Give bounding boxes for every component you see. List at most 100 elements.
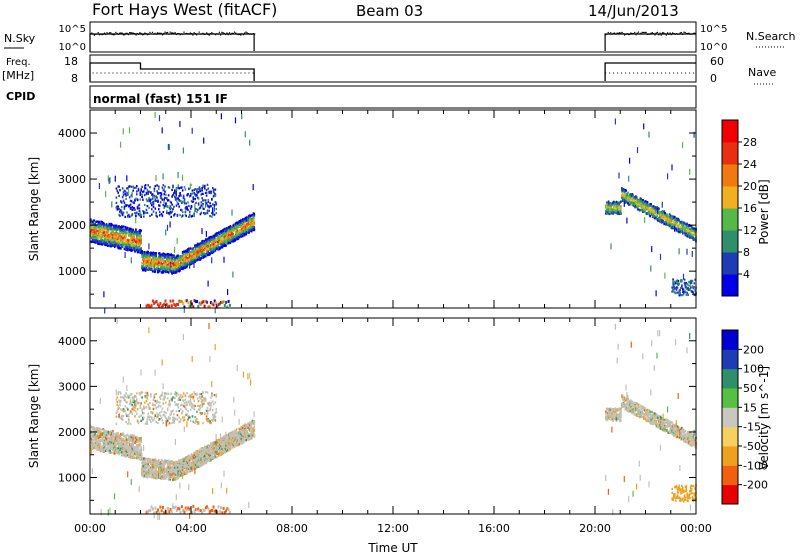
data-cell	[213, 213, 216, 216]
data-cell	[134, 242, 136, 245]
data-cell	[116, 318, 118, 325]
data-cell	[617, 208, 620, 211]
data-cell	[191, 214, 194, 217]
data-cell	[116, 226, 119, 229]
colorbar-segment	[722, 120, 738, 143]
data-cell	[90, 441, 92, 444]
data-cell	[238, 223, 241, 226]
data-cell	[177, 256, 180, 259]
power-xticks	[89, 110, 697, 308]
data-cell	[212, 190, 215, 193]
data-cell	[626, 200, 628, 203]
data-cell	[163, 193, 165, 196]
data-cell	[115, 201, 118, 204]
data-cell	[138, 232, 141, 235]
nsearch-point	[214, 34, 217, 36]
data-cell	[161, 263, 164, 266]
data-cell	[102, 231, 104, 235]
data-cell	[679, 222, 681, 225]
data-cell	[121, 187, 124, 190]
data-cell	[207, 253, 210, 256]
nsearch-point	[218, 31, 220, 33]
data-cell	[625, 199, 627, 202]
data-cell	[613, 206, 616, 209]
nsearch-point	[642, 31, 645, 34]
data-cell	[118, 194, 120, 197]
data-cell	[211, 215, 213, 218]
data-cell	[208, 248, 210, 251]
data-cell	[150, 268, 152, 271]
data-cell	[151, 193, 153, 196]
data-cell	[113, 442, 115, 445]
data-cell	[189, 247, 192, 250]
data-cell	[629, 202, 632, 205]
data-cell	[676, 279, 679, 282]
data-cell	[155, 268, 157, 271]
data-cell	[189, 214, 191, 217]
data-cell	[632, 201, 635, 204]
data-cell	[113, 233, 115, 236]
data-cell	[240, 228, 242, 231]
nsearch-point	[150, 33, 152, 35]
data-cell	[182, 196, 185, 200]
data-cell	[90, 447, 92, 450]
data-cell	[126, 204, 128, 207]
nsearch-point	[625, 33, 627, 35]
data-cell	[228, 303, 231, 307]
data-cell	[107, 175, 109, 182]
data-cell	[687, 227, 689, 230]
data-cell	[113, 224, 115, 227]
data-cell	[102, 441, 104, 444]
data-cell	[174, 247, 176, 253]
data-cell	[204, 184, 206, 187]
data-cell	[220, 232, 223, 235]
data-cell	[682, 294, 684, 297]
data-cell	[94, 435, 96, 439]
data-cell	[140, 234, 142, 238]
data-cell	[116, 245, 119, 248]
data-cell	[651, 213, 653, 216]
data-cell	[219, 237, 221, 240]
data-cell	[128, 185, 130, 188]
data-cell	[155, 263, 157, 266]
nsearch-point	[136, 32, 138, 35]
data-cell	[152, 205, 155, 208]
data-cell	[615, 210, 618, 213]
data-cell	[158, 259, 161, 262]
data-cell	[211, 248, 213, 251]
data-cell	[194, 198, 196, 201]
nsearch-point	[180, 33, 183, 35]
data-cell	[98, 233, 101, 236]
data-cell	[104, 234, 106, 237]
nsky-tick-high: 10^5	[59, 24, 86, 35]
nsearch-point	[170, 32, 172, 34]
data-cell	[216, 234, 218, 237]
data-cell	[115, 449, 118, 452]
colorbar-tick-label: 20	[743, 180, 757, 193]
data-cell	[102, 222, 104, 225]
data-cell	[152, 210, 155, 213]
data-cell	[216, 237, 218, 240]
data-cell	[117, 450, 119, 453]
data-cell	[94, 437, 96, 440]
data-cell	[113, 446, 115, 449]
data-cell	[115, 432, 118, 435]
data-cell	[652, 205, 655, 208]
data-cell	[686, 222, 688, 225]
data-cell	[664, 211, 666, 215]
nsearch-point	[679, 32, 681, 34]
data-cell	[116, 205, 119, 208]
data-cell	[125, 234, 127, 237]
data-cell	[151, 261, 153, 264]
data-cell	[665, 223, 667, 226]
data-cell	[174, 267, 177, 270]
data-cell	[690, 281, 693, 284]
nsearch-point	[148, 33, 150, 35]
data-cell	[684, 284, 687, 287]
data-cell	[185, 205, 187, 209]
data-cell	[620, 207, 622, 210]
data-cell	[109, 177, 111, 184]
data-cell	[178, 199, 180, 202]
data-cell	[123, 238, 126, 241]
data-cell	[132, 207, 134, 210]
